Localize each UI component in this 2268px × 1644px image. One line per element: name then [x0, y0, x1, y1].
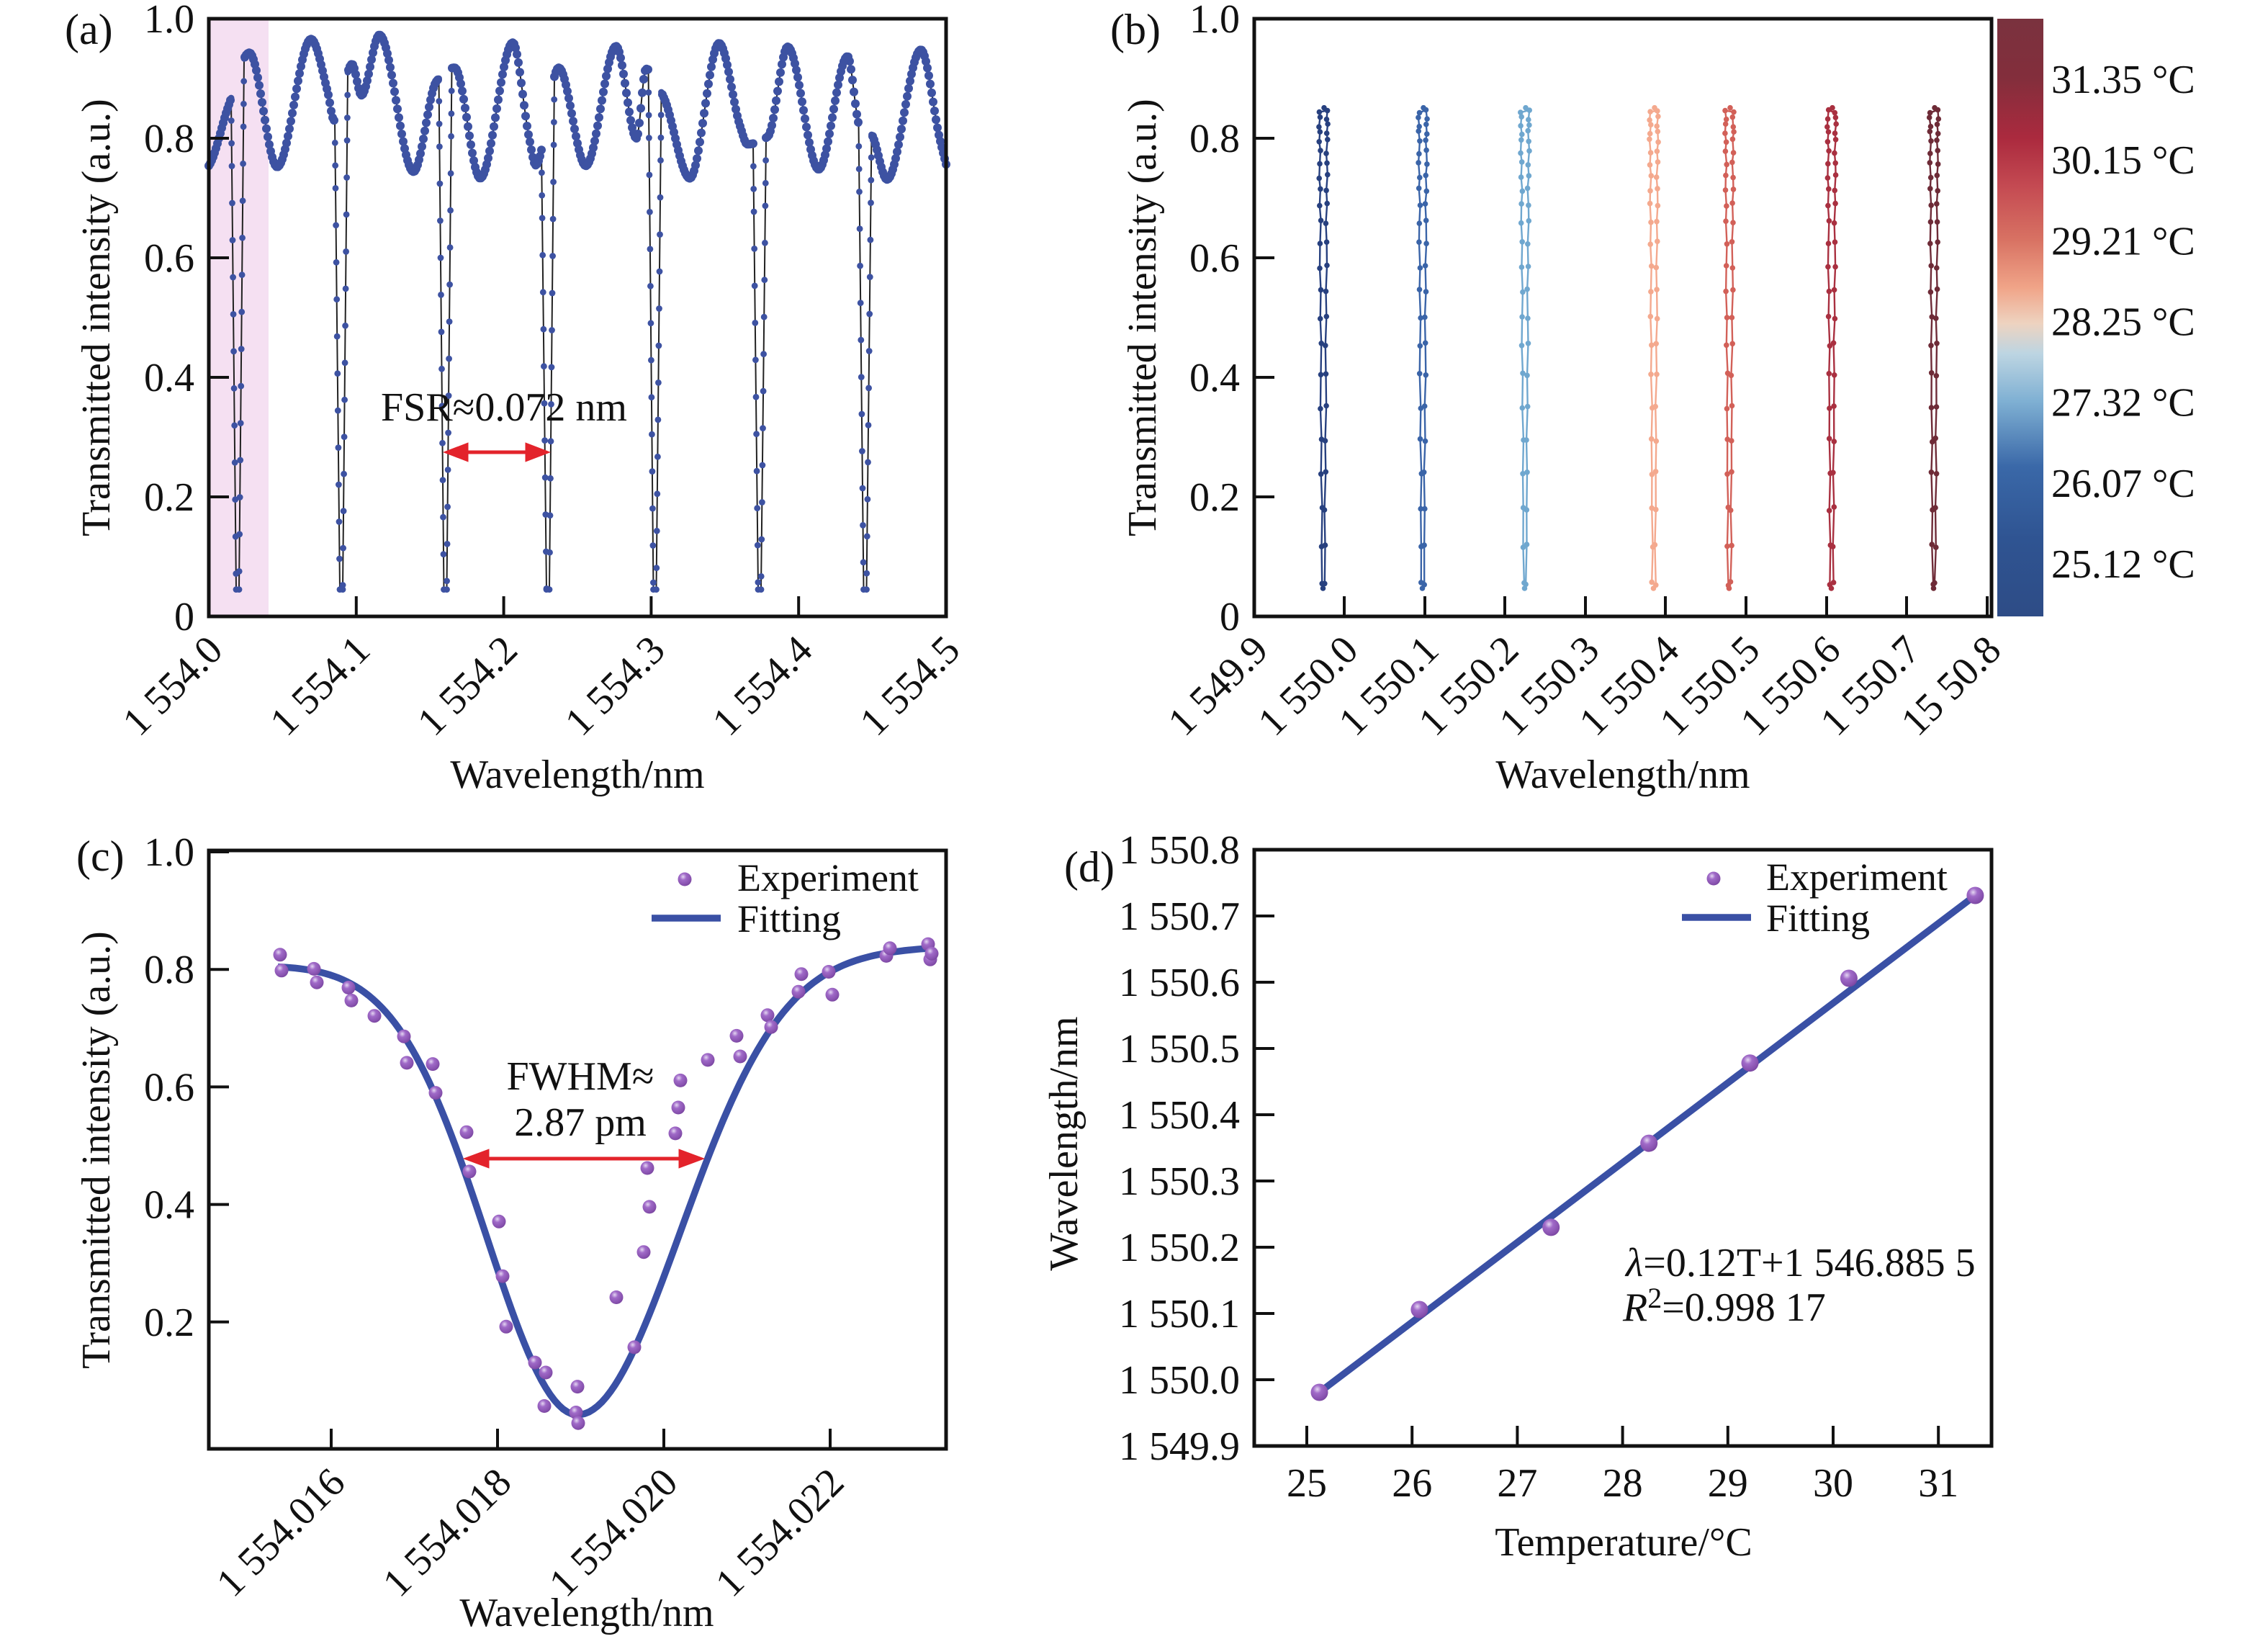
svg-text:0.4: 0.4 [144, 356, 194, 400]
svg-text:30: 30 [1813, 1461, 1853, 1506]
svg-text:1 550.4: 1 550.4 [1119, 1093, 1240, 1138]
svg-text:27: 27 [1497, 1461, 1537, 1506]
svg-text:1 550.3: 1 550.3 [1119, 1159, 1240, 1204]
svg-text:1 554.022: 1 554.022 [707, 1460, 852, 1605]
svg-text:28.25 °C: 28.25 °C [2051, 300, 2195, 345]
svg-text:(a): (a) [65, 6, 113, 53]
svg-text:26: 26 [1392, 1461, 1432, 1506]
svg-text:Experiment: Experiment [1766, 855, 1948, 899]
svg-text:0.8: 0.8 [144, 117, 194, 161]
svg-text:Wavelength/nm: Wavelength/nm [459, 1591, 714, 1635]
svg-text:30.15 °C: 30.15 °C [2051, 138, 2195, 183]
svg-text:0.6: 0.6 [144, 236, 194, 281]
svg-text:1.0: 1.0 [144, 830, 194, 875]
svg-text:27.32 °C: 27.32 °C [2051, 381, 2195, 426]
svg-text:25: 25 [1287, 1461, 1327, 1506]
svg-text:Wavelength/nm: Wavelength/nm [450, 753, 704, 797]
svg-text:1 550.2: 1 550.2 [1119, 1226, 1240, 1270]
svg-text:1 550.7: 1 550.7 [1119, 894, 1240, 939]
svg-text:Transmitted intensity (a.u.): Transmitted intensity (a.u.) [74, 931, 119, 1369]
svg-text:Temperature/°C: Temperature/°C [1495, 1520, 1752, 1565]
svg-text:31: 31 [1918, 1461, 1958, 1506]
svg-text:1 554.020: 1 554.020 [541, 1460, 686, 1605]
svg-text:Wavelength/nm: Wavelength/nm [1495, 753, 1750, 797]
svg-text:0: 0 [174, 595, 194, 639]
svg-text:1 554.3: 1 554.3 [557, 627, 674, 745]
svg-text:1 550.8: 1 550.8 [1119, 828, 1240, 873]
svg-text:29.21 °C: 29.21 °C [2051, 219, 2195, 264]
svg-text:0.4: 0.4 [1189, 356, 1240, 400]
svg-text:1 549.9: 1 549.9 [1160, 627, 1277, 745]
svg-text:0.6: 0.6 [1189, 236, 1240, 281]
svg-text:0.8: 0.8 [144, 948, 194, 992]
svg-text:(b): (b) [1110, 6, 1161, 53]
svg-text:FWHM≈: FWHM≈ [507, 1054, 654, 1099]
svg-text:Wavelength/nm: Wavelength/nm [1042, 1016, 1086, 1270]
svg-text:Fitting: Fitting [737, 897, 841, 940]
svg-text:λ=0.12T+1 546.885 5: λ=0.12T+1 546.885 5 [1624, 1241, 1976, 1285]
svg-text:31.35 °C: 31.35 °C [2051, 58, 2195, 102]
svg-text:0.2: 0.2 [144, 1301, 194, 1345]
svg-text:1 554.1: 1 554.1 [261, 627, 379, 745]
svg-text:1 554.016: 1 554.016 [208, 1460, 354, 1605]
svg-text:1 554.4: 1 554.4 [704, 627, 822, 745]
svg-text:(d): (d) [1064, 843, 1115, 891]
svg-text:0.6: 0.6 [144, 1065, 194, 1110]
svg-text:(c): (c) [76, 832, 125, 880]
svg-text:1 550.1: 1 550.1 [1119, 1292, 1240, 1337]
svg-text:R2=0.998 17: R2=0.998 17 [1622, 1282, 1826, 1330]
svg-text:Fitting: Fitting [1766, 897, 1870, 940]
svg-text:0.2: 0.2 [1189, 475, 1240, 520]
svg-text:1.0: 1.0 [1189, 0, 1240, 42]
svg-text:0.4: 0.4 [144, 1183, 194, 1228]
svg-text:2.87 pm: 2.87 pm [514, 1100, 647, 1145]
svg-text:0: 0 [1220, 595, 1240, 639]
svg-text:Experiment: Experiment [737, 856, 919, 899]
svg-text:1 550.6: 1 550.6 [1119, 961, 1240, 1005]
svg-text:1 554.0: 1 554.0 [114, 627, 232, 745]
svg-text:Transmitted intensity (a.u.): Transmitted intensity (a.u.) [74, 99, 119, 536]
svg-text:25.12 °C: 25.12 °C [2051, 542, 2195, 587]
svg-text:0.8: 0.8 [1189, 117, 1240, 161]
svg-text:1 550.5: 1 550.5 [1119, 1027, 1240, 1072]
svg-text:1 550.0: 1 550.0 [1119, 1358, 1240, 1403]
svg-text:29: 29 [1708, 1461, 1748, 1506]
svg-text:1.0: 1.0 [144, 0, 194, 42]
svg-text:Transmitted intensity (a.u.): Transmitted intensity (a.u.) [1120, 99, 1165, 536]
svg-text:1 554.2: 1 554.2 [409, 627, 526, 745]
svg-text:FSR≈0.072 nm: FSR≈0.072 nm [381, 385, 627, 430]
svg-text:1 549.9: 1 549.9 [1119, 1424, 1240, 1469]
svg-text:28: 28 [1603, 1461, 1643, 1506]
svg-text:26.07 °C: 26.07 °C [2051, 462, 2195, 506]
svg-text:0.2: 0.2 [144, 475, 194, 520]
svg-text:1 554.018: 1 554.018 [374, 1460, 520, 1605]
svg-text:1 554.5: 1 554.5 [852, 627, 969, 745]
